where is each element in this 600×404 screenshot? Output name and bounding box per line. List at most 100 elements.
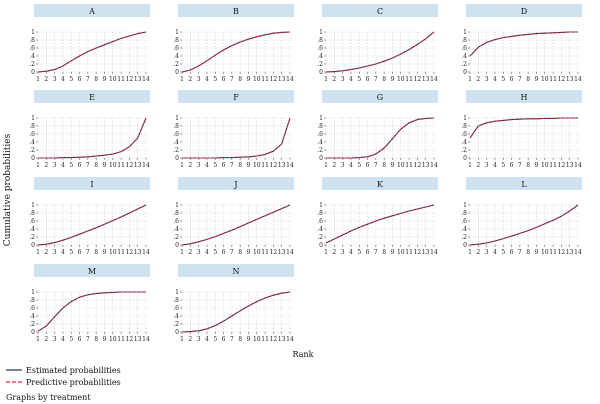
x-tick-label-j-14: 14 bbox=[286, 249, 294, 256]
x-tick-label-c-7: 7 bbox=[374, 76, 378, 83]
x-tick-label-a-10: 10 bbox=[109, 76, 117, 83]
y-tick-label-m-1: .2 bbox=[29, 321, 35, 328]
x-tick-label-k-10: 10 bbox=[397, 249, 405, 256]
x-tick-label-f-6: 6 bbox=[222, 162, 226, 169]
x-tick-label-i-9: 9 bbox=[103, 249, 107, 256]
x-tick-label-l-13: 13 bbox=[566, 249, 574, 256]
y-tick-label-a-2: .4 bbox=[29, 53, 35, 60]
x-tick-label-e-4: 4 bbox=[61, 162, 65, 169]
x-tick-label-c-14: 14 bbox=[430, 76, 438, 83]
panel-strip-g bbox=[322, 90, 438, 103]
x-tick-label-f-4: 4 bbox=[205, 162, 209, 169]
x-tick-label-j-3: 3 bbox=[197, 249, 201, 256]
y-tick-label-f-5: 1 bbox=[175, 115, 179, 122]
footer-note: Graphs by treatment bbox=[6, 393, 91, 402]
series-predictive-a bbox=[37, 31, 147, 73]
x-tick-label-l-5: 5 bbox=[501, 249, 505, 256]
x-tick-label-l-12: 12 bbox=[558, 249, 566, 256]
x-tick-label-a-11: 11 bbox=[117, 76, 125, 83]
x-tick-label-n-8: 8 bbox=[238, 336, 242, 343]
x-tick-label-e-2: 2 bbox=[44, 162, 48, 169]
y-tick-label-e-3: .6 bbox=[29, 131, 35, 138]
y-tick-label-n-2: .4 bbox=[173, 313, 179, 320]
panel-title-h: H bbox=[521, 93, 528, 102]
x-tick-label-k-8: 8 bbox=[382, 249, 386, 256]
y-tick-label-g-4: .8 bbox=[317, 123, 323, 130]
series-estimated-k bbox=[325, 204, 435, 244]
x-tick-label-h-12: 12 bbox=[558, 162, 566, 169]
x-tick-label-d-5: 5 bbox=[501, 76, 505, 83]
x-tick-label-i-2: 2 bbox=[44, 249, 48, 256]
y-tick-label-a-3: .6 bbox=[29, 45, 35, 52]
legend-label-predictive: Predictive probabilities bbox=[26, 378, 121, 387]
x-tick-label-d-6: 6 bbox=[510, 76, 514, 83]
x-tick-label-g-12: 12 bbox=[414, 162, 422, 169]
legend-label-estimated: Estimated probabilities bbox=[26, 366, 121, 375]
x-tick-label-m-5: 5 bbox=[69, 336, 73, 343]
x-tick-label-c-5: 5 bbox=[357, 76, 361, 83]
y-tick-label-d-1: .2 bbox=[461, 61, 467, 68]
x-tick-label-m-11: 11 bbox=[117, 336, 125, 343]
x-tick-label-e-5: 5 bbox=[69, 162, 73, 169]
series-estimated-f bbox=[182, 117, 291, 159]
panel-k: K0.2.4.6.811 2 3 4 5 6 7 8 9 10 11 12 13 14 bbox=[317, 177, 438, 256]
y-tick-label-j-5: 1 bbox=[175, 202, 179, 209]
series-estimated-g bbox=[326, 117, 435, 159]
y-tick-label-c-1: .2 bbox=[317, 61, 323, 68]
series-estimated-l bbox=[469, 204, 579, 246]
series-estimated-c bbox=[325, 31, 435, 73]
x-tick-label-i-10: 10 bbox=[109, 249, 117, 256]
series-estimated-d bbox=[469, 31, 578, 57]
y-tick-label-b-2: .4 bbox=[173, 53, 179, 60]
x-tick-label-k-1: 1 bbox=[324, 249, 328, 256]
y-tick-label-d-3: .6 bbox=[461, 45, 467, 52]
y-tick-label-a-5: 1 bbox=[31, 29, 35, 36]
x-tick-label-d-1: 1 bbox=[468, 76, 472, 83]
series-estimated-b bbox=[181, 31, 291, 73]
y-tick-label-m-3: .6 bbox=[29, 305, 35, 312]
x-tick-label-e-9: 9 bbox=[103, 162, 107, 169]
panel-g: G0.2.4.6.811 2 3 4 5 6 7 8 9 10 11 12 13 14 bbox=[317, 90, 438, 169]
y-tick-label-c-5: 1 bbox=[319, 29, 323, 36]
x-tick-label-f-1: 1 bbox=[180, 162, 184, 169]
x-tick-label-n-13: 13 bbox=[278, 336, 286, 343]
x-tick-label-b-10: 10 bbox=[253, 76, 261, 83]
y-tick-label-f-0: 0 bbox=[175, 155, 179, 162]
x-tick-label-m-10: 10 bbox=[109, 336, 117, 343]
x-tick-label-e-12: 12 bbox=[126, 162, 134, 169]
x-tick-label-n-7: 7 bbox=[230, 336, 234, 343]
x-tick-label-j-11: 11 bbox=[261, 249, 269, 256]
y-tick-label-n-3: .6 bbox=[173, 305, 179, 312]
panels-group: A0.2.4.6.811 2 3 4 5 6 7 8 9 10 11 12 13 14B0.2.4.6.8… bbox=[29, 4, 582, 343]
y-tick-label-c-3: .6 bbox=[317, 45, 323, 52]
y-tick-label-g-2: .4 bbox=[317, 139, 323, 146]
panel-title-k: K bbox=[377, 180, 384, 189]
x-tick-label-h-10: 10 bbox=[541, 162, 549, 169]
x-tick-label-i-11: 11 bbox=[117, 249, 125, 256]
x-tick-label-b-4: 4 bbox=[205, 76, 209, 83]
panel-strip-i bbox=[34, 177, 150, 190]
x-tick-label-j-6: 6 bbox=[222, 249, 226, 256]
y-tick-label-j-2: .4 bbox=[173, 226, 179, 233]
panel-strip-c bbox=[322, 4, 438, 17]
x-tick-label-a-2: 2 bbox=[44, 76, 48, 83]
x-tick-label-m-14: 14 bbox=[142, 336, 150, 343]
x-tick-label-m-12: 12 bbox=[126, 336, 134, 343]
y-tick-label-e-2: .4 bbox=[29, 139, 35, 146]
x-tick-label-g-5: 5 bbox=[357, 162, 361, 169]
x-tick-label-m-9: 9 bbox=[103, 336, 107, 343]
x-tick-label-j-10: 10 bbox=[253, 249, 261, 256]
y-tick-label-d-2: .4 bbox=[461, 53, 467, 60]
series-predictive-n bbox=[181, 291, 291, 333]
x-tick-label-l-11: 11 bbox=[549, 249, 557, 256]
x-tick-label-h-8: 8 bbox=[526, 162, 530, 169]
x-tick-label-h-6: 6 bbox=[510, 162, 514, 169]
panel-title-b: B bbox=[233, 7, 239, 16]
panel-strip-b bbox=[178, 4, 294, 17]
panel-strip-j bbox=[178, 177, 294, 190]
x-tick-label-g-7: 7 bbox=[374, 162, 378, 169]
y-tick-label-l-1: .2 bbox=[461, 234, 467, 241]
panel-strip-d bbox=[466, 4, 582, 17]
panel-title-g: G bbox=[377, 93, 383, 102]
